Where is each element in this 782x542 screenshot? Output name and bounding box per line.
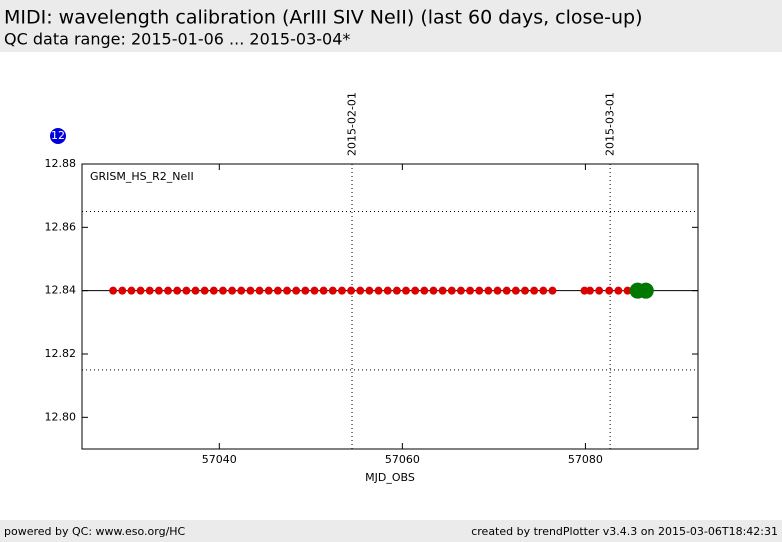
data-point (392, 286, 401, 295)
y-tick-label: 12.84 (45, 284, 77, 297)
data-point (118, 286, 127, 295)
data-point (466, 286, 475, 295)
data-point (374, 286, 383, 295)
subtitle: QC data range: 2015-01-06 ... 2015-03-04… (4, 30, 350, 49)
data-point (200, 286, 209, 295)
data-point (484, 286, 493, 295)
footer-left: powered by QC: www.eso.org/HC (4, 525, 186, 538)
plot-frame (81, 163, 699, 450)
data-point (580, 286, 589, 295)
x-tick-label: 57060 (385, 453, 420, 466)
data-point (237, 286, 246, 295)
date-label: 2015-02-01 (346, 92, 359, 156)
data-point (301, 286, 310, 295)
data-point (255, 286, 264, 295)
data-point (383, 286, 392, 295)
data-point (283, 286, 292, 295)
footer-right: created by trendPlotter v3.4.3 on 2015-0… (471, 525, 778, 538)
y-tick-label: 12.88 (45, 157, 77, 170)
y-tick-label: 12.86 (45, 220, 77, 233)
y-tick-label: 12.80 (45, 410, 77, 423)
x-axis-label: MJD_OBS (365, 471, 415, 484)
data-point (319, 286, 328, 295)
data-point (173, 286, 182, 295)
data-point (273, 286, 282, 295)
data-point (182, 286, 191, 295)
data-point (145, 286, 154, 295)
data-point (438, 286, 447, 295)
data-point (447, 286, 456, 295)
data-point (637, 282, 654, 299)
data-point (605, 286, 614, 295)
data-point (218, 286, 227, 295)
data-point (246, 286, 255, 295)
data-point (365, 286, 374, 295)
data-point (548, 286, 557, 295)
data-point (402, 286, 411, 295)
data-point (475, 286, 484, 295)
data-point (228, 286, 237, 295)
data-point (191, 286, 200, 295)
data-point (154, 286, 163, 295)
data-point (493, 286, 502, 295)
x-tick-label: 57040 (202, 453, 237, 466)
data-point (502, 286, 511, 295)
data-point (623, 286, 632, 295)
data-point (420, 286, 429, 295)
badge: 12 (51, 129, 65, 142)
title: MIDI: wavelength calibration (ArIII SIV … (4, 7, 643, 29)
data-point (530, 286, 539, 295)
footer-bg (0, 520, 782, 542)
data-point (511, 286, 520, 295)
data-point (264, 286, 273, 295)
data-point (539, 286, 548, 295)
data-point (356, 286, 365, 295)
data-point (429, 286, 438, 295)
y-tick-label: 12.82 (45, 347, 77, 360)
data-point (411, 286, 420, 295)
data-point (585, 286, 594, 295)
data-point (614, 286, 623, 295)
data-point (127, 286, 136, 295)
annotation: GRISM_HS_R2_NeII (90, 170, 194, 183)
data-point (337, 286, 346, 295)
data-point (164, 286, 173, 295)
x-tick-label: 57080 (568, 453, 603, 466)
data-point (521, 286, 530, 295)
data-point (595, 286, 604, 295)
data-point (109, 286, 118, 295)
data-point (209, 286, 218, 295)
badge-circle (50, 128, 66, 144)
date-label: 2015-03-01 (604, 92, 617, 156)
header-bg (0, 0, 782, 52)
data-point (292, 286, 301, 295)
data-point (456, 286, 465, 295)
data-point (136, 286, 145, 295)
data-point (328, 286, 337, 295)
data-point (347, 286, 356, 295)
data-point (310, 286, 319, 295)
